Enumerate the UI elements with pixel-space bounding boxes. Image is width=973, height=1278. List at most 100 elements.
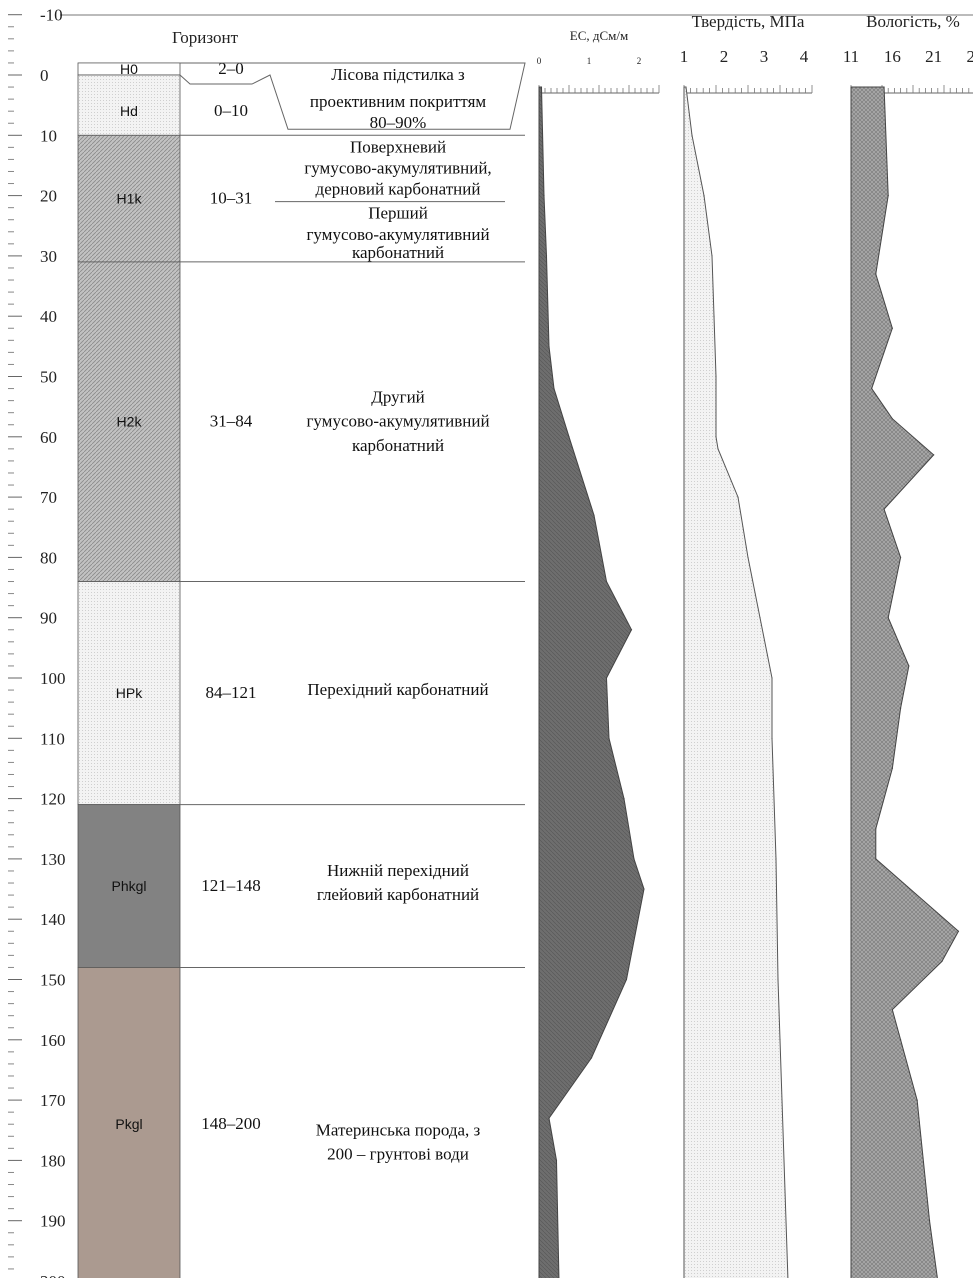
depth-tick-label: 170 (40, 1091, 66, 1110)
chart-data-point (875, 828, 877, 830)
chart-data-point (605, 677, 608, 679)
chart-data-point (771, 677, 773, 679)
horizon-name-line: проективним покриттям (310, 92, 487, 111)
horizon-label-bracket (179, 62, 526, 130)
horizons-column: H0 2–0 Hd 0–10 H1k 10–31 H2k 31–84 HPk 84–121 Phkg… (77, 59, 526, 1278)
chart-area-series (850, 86, 960, 1278)
chart-data-point (608, 737, 610, 739)
horizon-code: H0 (120, 61, 138, 77)
chart-data-point (545, 255, 548, 257)
depth-tick-label: 20 (40, 187, 57, 206)
chart-data-point (691, 134, 693, 136)
horizon-name-line: 200 – грунтові води (327, 1144, 469, 1163)
horizon-block-h2k (77, 261, 181, 582)
chart-data-point (703, 195, 705, 197)
horizon-name-line: Нижній перехідний (327, 861, 469, 880)
chart-data-point (779, 1039, 781, 1041)
chart-data-point (916, 1099, 918, 1101)
depth-tick-label: 50 (40, 368, 57, 387)
depth-tick-label: 180 (40, 1151, 66, 1170)
horizon-depth-range: 10–31 (210, 189, 253, 208)
chart-data-point (568, 436, 570, 438)
horizon-name-line: Перехідний карбонатний (307, 680, 488, 699)
chart-data-point (643, 888, 645, 890)
horizon-name-line: гумусово-акумулятивний (306, 225, 489, 244)
horizon-depth-range: 148–200 (201, 1114, 261, 1133)
horizon-block-hd (77, 74, 181, 136)
chart-tick-label: 2 (720, 47, 729, 66)
horizon-depth-range: 2–0 (218, 59, 244, 78)
chart-data-point (715, 375, 717, 378)
horizon-block-hpk (77, 581, 181, 806)
horizon-code: HPk (116, 685, 143, 701)
chart-data-point (630, 629, 633, 631)
chart-data-point (887, 617, 889, 619)
horizon-name-line: Перший (368, 204, 428, 223)
horizon-name-line: Лісова підстилка з (331, 65, 465, 84)
chart-data-point (625, 978, 628, 981)
depth-tick-label: 190 (40, 1212, 66, 1231)
depth-tick-label: 130 (40, 850, 66, 869)
depth-tick-label: 80 (40, 548, 57, 567)
chart-data-point (540, 86, 543, 88)
chart-data-point (555, 1159, 558, 1161)
horizon-name-line: глейовий карбонатний (317, 885, 479, 904)
chart-tick-label: 1 (587, 56, 592, 66)
chart-data-point (891, 327, 893, 329)
chart-data-point (548, 345, 550, 347)
chart-tick-label: 1 (680, 47, 689, 66)
chart-data-point (713, 315, 715, 317)
horizon-name-line: 80–90% (370, 113, 427, 132)
chart-tick-label: 0 (537, 56, 542, 66)
chart-data-point (711, 255, 713, 257)
chart-data-point (887, 195, 889, 197)
chart-data-point (928, 1220, 931, 1222)
chart-title: Твердість, МПа (692, 12, 805, 31)
chart-2: Вологість, % 11 16 21 26 (843, 12, 973, 1278)
horizon-depth-range: 31–84 (210, 412, 253, 431)
chart-data-point (875, 858, 877, 860)
horizon-name-line: Другий (371, 388, 425, 407)
chart-title: Вологість, % (866, 12, 960, 31)
horizon-code: Phkgl (111, 878, 146, 894)
chart-tick-label: 4 (800, 47, 809, 66)
chart-data-point (900, 556, 902, 559)
chart-data-point (593, 514, 595, 516)
chart-data-point (883, 86, 885, 88)
depth-tick-label: 100 (40, 669, 66, 688)
chart-data-point (623, 798, 625, 800)
horizon-name-line: карбонатний (352, 243, 444, 262)
horizon-depth-range: 121–148 (201, 876, 261, 895)
chart-data-point (941, 960, 943, 963)
depth-tick-label: 150 (40, 971, 66, 990)
chart-tick-label: 3 (760, 47, 769, 66)
chart-tick-label: 21 (925, 47, 942, 66)
chart-data-point (605, 580, 608, 583)
depth-tick-label: 0 (40, 66, 49, 85)
depth-tick-label: 120 (40, 790, 66, 809)
chart-tick-label: 2 (637, 56, 642, 66)
chart-data-point (717, 448, 719, 450)
depth-axis: -10 0 10 20 30 40 50 60 70 80 90 100 110 120 130 140 150… (8, 6, 66, 1278)
chart-tick-label: 26 (967, 47, 973, 66)
chart-data-point (777, 978, 779, 981)
horizon-code: Pkgl (115, 1116, 142, 1132)
chart-data-point (908, 665, 910, 667)
horizon-block-h1k (77, 134, 181, 263)
chart-data-point (871, 387, 873, 390)
horizon-name-line: гумусово-акумулятивний, (304, 158, 491, 177)
chart-data-point (891, 1009, 893, 1011)
depth-tick-label: 110 (40, 729, 65, 748)
chart-data-point (747, 556, 749, 559)
chart-title: ЕС, дСм/м (570, 28, 628, 43)
depth-tick-label: 40 (40, 307, 57, 326)
chart-data-point (553, 387, 555, 390)
depth-tick-label: 70 (40, 488, 57, 507)
chart-data-point (548, 1117, 550, 1119)
chart-data-point (633, 858, 635, 860)
chart-data-point (875, 273, 877, 275)
horizon-block-phkgl (77, 804, 181, 968)
horizon-name-line: Поверхневий (350, 137, 446, 156)
